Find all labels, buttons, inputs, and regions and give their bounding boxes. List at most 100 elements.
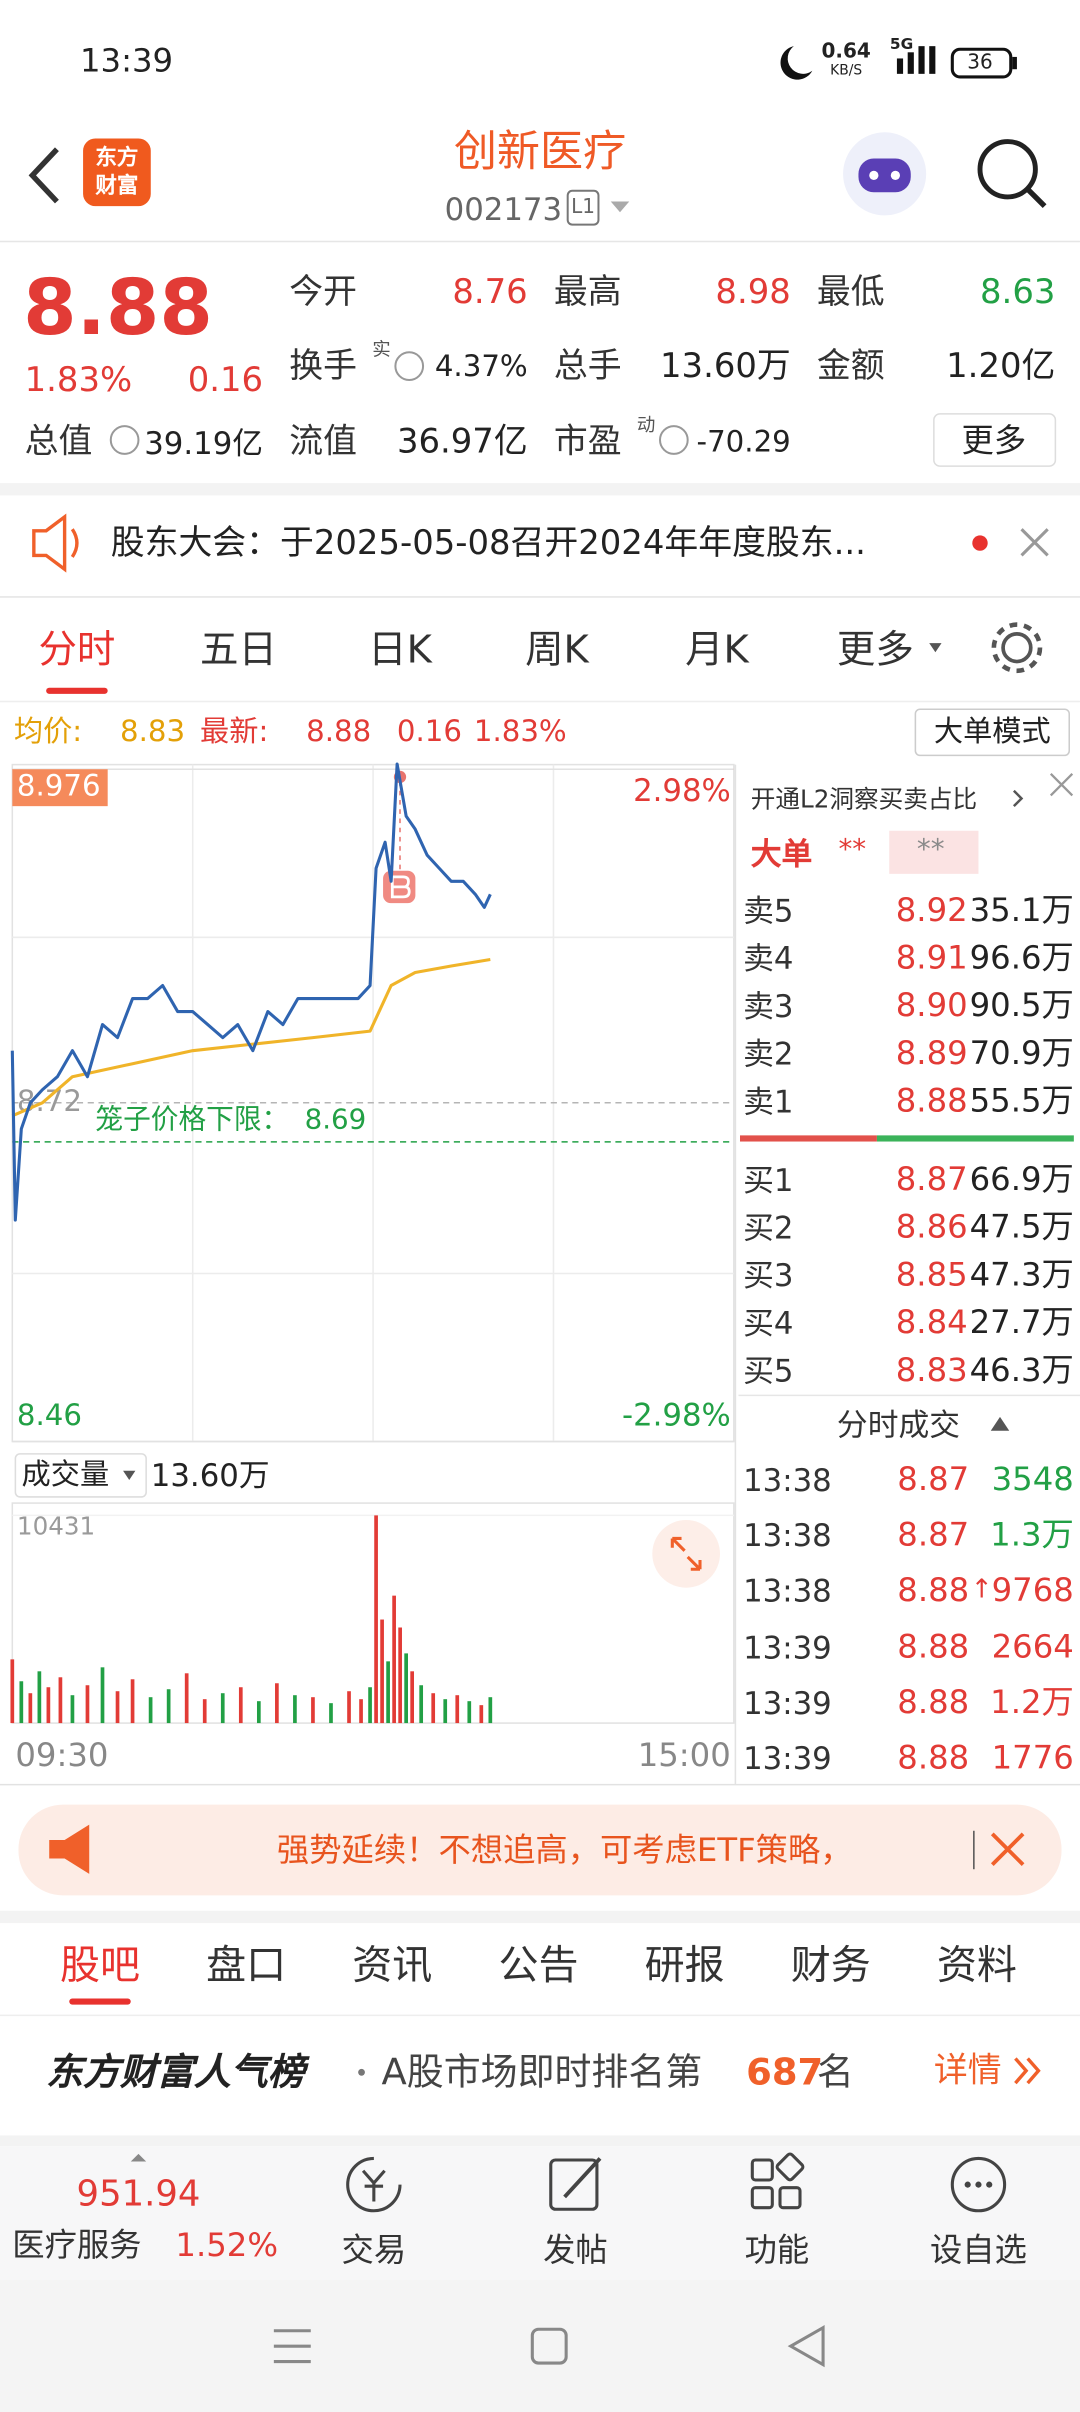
logo[interactable] (83, 138, 151, 207)
battery-level: 36 (967, 51, 993, 75)
back-icon[interactable] (28, 147, 59, 204)
tick-label-box (12, 769, 108, 807)
signal-bar (918, 46, 925, 74)
order-label: 买1 (743, 1161, 794, 1199)
volume-bar (386, 1661, 390, 1724)
volume-bar (374, 1515, 378, 1724)
signal-bar (907, 52, 914, 74)
tab[interactable]: 日K (368, 626, 432, 672)
mode-button-label[interactable]: 大单模式 (933, 714, 1051, 749)
big-order-label: 大单 (750, 835, 813, 873)
tab[interactable]: 五日 (199, 626, 277, 672)
toolbar-item[interactable]: 功能 (744, 2231, 810, 2269)
stat-label: 总手 (553, 347, 622, 387)
section-tab[interactable]: 财务 (790, 1943, 871, 1990)
mode-button[interactable] (914, 708, 1070, 757)
toolbar-item[interactable]: 设自选 (929, 2231, 1027, 2269)
ranking-detail[interactable]: 详情 (933, 2052, 1002, 2091)
notice-text[interactable]: 股东大会：于2025-05-08召开2024年年度股东... (110, 524, 866, 564)
volume-bar (70, 1695, 75, 1724)
close-icon[interactable] (990, 1832, 1025, 1866)
dropdown-icon[interactable] (610, 201, 630, 213)
section-tab[interactable]: 资讯 (352, 1943, 433, 1990)
more-button[interactable] (933, 413, 1057, 467)
volume-bar (431, 1693, 436, 1724)
stat-value: 36.97亿 (396, 423, 528, 462)
section-tab[interactable]: 盘口 (206, 1943, 287, 1990)
tab[interactable]: 更多 (836, 626, 914, 672)
y2-tick-label: 2.98% (633, 773, 731, 809)
volume-selector[interactable] (14, 1453, 147, 1498)
banner[interactable] (18, 1804, 1062, 1896)
ratio-bar-buy (876, 1135, 1074, 1142)
more-button-label[interactable]: 更多 (961, 422, 1027, 460)
index-name[interactable]: 医疗服务 (12, 2226, 142, 2264)
function-icon[interactable] (750, 2158, 774, 2182)
y-tick-label: 8.976 (17, 769, 101, 803)
index-value[interactable]: 951.94 (76, 2174, 201, 2215)
close-icon[interactable] (1020, 528, 1049, 557)
change-pct: 1.83% (24, 361, 133, 400)
separator (0, 483, 1080, 496)
big-order-buy: ** (838, 833, 867, 867)
volume-bar (46, 1687, 51, 1724)
tab-underline (46, 687, 108, 694)
trades-title[interactable]: 分时成交 (836, 1406, 960, 1444)
trade-glyph (361, 2169, 386, 2202)
section-tab[interactable]: 资料 (936, 1943, 1017, 1990)
trade-volume: 1.2万 (990, 1683, 1074, 1721)
back-button[interactable] (787, 2325, 825, 2368)
section-tab[interactable]: 股吧 (59, 1943, 141, 1990)
close-icon[interactable] (1049, 773, 1074, 797)
menu-button[interactable] (273, 2329, 311, 2364)
info-icon[interactable] (109, 425, 140, 455)
ranking-rank: 687 (746, 2050, 824, 2094)
trade-flag: ↑ (970, 1575, 993, 1606)
dropdown-icon (123, 1470, 136, 1480)
order-volume: 27.7万 (969, 1303, 1074, 1341)
sort-icon[interactable] (990, 1416, 1010, 1431)
tab[interactable]: 周K (525, 626, 589, 672)
tab[interactable]: 月K (685, 626, 749, 672)
home-button[interactable] (530, 2327, 568, 2365)
volume-title[interactable]: 成交量 (21, 1457, 110, 1492)
watchlist-icon[interactable] (950, 2156, 1007, 2213)
robot-eye (890, 170, 900, 180)
toolbar-item[interactable]: 交易 (341, 2231, 407, 2269)
volume-bar (467, 1701, 472, 1724)
level-badge: L1 (571, 196, 596, 220)
expand-button[interactable] (652, 1519, 720, 1588)
section-tab[interactable]: 研报 (644, 1943, 725, 1990)
info-icon[interactable] (394, 351, 425, 381)
search-icon[interactable] (977, 139, 1038, 200)
settings-icon[interactable] (1001, 631, 1033, 664)
section-tab[interactable]: 公告 (498, 1943, 579, 1990)
l2-promo[interactable]: 开通L2洞察买卖占比 (750, 784, 978, 814)
search-handle (1025, 187, 1047, 209)
trade-time: 13:38 (743, 1517, 832, 1555)
order-label: 买4 (743, 1304, 794, 1342)
volume-bar (359, 1699, 363, 1724)
order-label: 卖4 (743, 939, 794, 977)
big-order-sell: ** (916, 833, 945, 867)
order-label: 买3 (743, 1256, 794, 1294)
level-box (566, 189, 600, 226)
trade-icon[interactable] (346, 2156, 402, 2213)
stat-value: 8.63 (980, 273, 1056, 313)
toolbar-item[interactable]: 发帖 (543, 2231, 608, 2269)
trade-time: 13:38 (743, 1461, 832, 1499)
post-icon[interactable] (549, 2158, 599, 2211)
stat-badge: 实 (372, 338, 391, 360)
tab[interactable]: 分时 (38, 626, 116, 672)
network-type: 5G (889, 36, 914, 54)
y-tick-label: 10431 (17, 1512, 95, 1541)
dropdown-icon[interactable] (929, 643, 942, 653)
ranking-title: 东方财富人气榜 (46, 2050, 305, 2094)
signal-bar (896, 58, 904, 74)
info-icon[interactable] (658, 425, 689, 455)
volume-bar (256, 1701, 261, 1724)
y2-tick-label: -2.98% (622, 1397, 731, 1433)
volume-bar (479, 1705, 484, 1724)
banner-text[interactable]: 强势延续！不想追高，可考虑ETF策略， (276, 1831, 853, 1869)
